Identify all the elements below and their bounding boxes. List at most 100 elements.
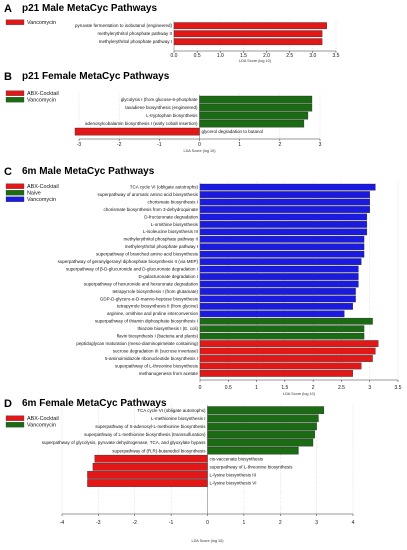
bar	[199, 288, 356, 295]
x-tick-label: 1.5	[281, 385, 288, 391]
bar-label: superpathway of hexuronide and hexuronat…	[84, 281, 199, 286]
bar	[199, 347, 376, 355]
bar-label: tetrapyrrole biosynthesis II (from glyci…	[117, 304, 199, 309]
x-tick-label: 0	[199, 385, 202, 391]
bar-label: glycerol degradation to butanol	[202, 129, 264, 134]
bar-label: chorismate biosynthesis from 3-dehydroqu…	[103, 207, 198, 212]
bar-label: 5-aminoimidazole ribonucleotide biosynth…	[105, 356, 198, 361]
x-tick-label: 3	[319, 142, 322, 148]
legend-entry: Vancomycin	[27, 197, 56, 203]
bar-label: TCA cycle VI (obligate autotrophs)	[137, 408, 206, 413]
bar-label: superpathway of thiamin diphosphate bios…	[95, 319, 198, 324]
bar-label: pyruvate fermentation to isobutanol (eng…	[75, 23, 173, 28]
bar	[199, 250, 365, 258]
bar-label: superpathway of geranylgeranyl diphospha…	[58, 259, 199, 264]
panel-letter: C	[4, 166, 12, 178]
x-axis-label: LDA Score (log 10)	[239, 59, 272, 63]
x-tick-label: 1.5	[240, 53, 247, 59]
legend-entry: Vancomycin	[27, 20, 56, 26]
bar	[199, 317, 373, 325]
x-tick-label: 0.0	[171, 53, 178, 59]
x-tick-label: 1.0	[217, 53, 224, 59]
legend-entry: ABX-Cocktail	[27, 184, 59, 190]
bar	[87, 471, 208, 479]
legend-swatch	[5, 190, 25, 196]
bar	[199, 103, 313, 112]
bar	[94, 454, 208, 463]
bar	[199, 280, 359, 288]
legend-swatch	[5, 19, 25, 25]
panel-title: p21 Male MetaCyc Pathways	[22, 3, 157, 14]
x-tick-label: -1	[157, 142, 162, 148]
x-axis-label: LDA Score (log 10)	[191, 539, 224, 543]
bar-label: superpathway of L-threonine biosynthesis	[115, 363, 199, 368]
bar-label: glycolysis I (from glucose-6-phosphate	[121, 97, 198, 102]
x-tick-label: 2	[279, 520, 282, 526]
bar-label: superpathway of branched amino acid bios…	[96, 252, 199, 257]
bar	[199, 258, 362, 265]
bar-label: flavin biosynthesis I (bacteria and plan…	[117, 334, 199, 339]
bar	[92, 463, 208, 471]
bar	[199, 310, 345, 318]
bar-label: L-lysine biosynthesis VI	[210, 481, 257, 486]
x-tick-label: 3	[315, 520, 318, 526]
bar-label: L-lysine biosynthesis III	[210, 473, 257, 478]
bar-label: peptidoglycan maturation (meso-diaminopi…	[76, 341, 198, 346]
bar-label: tetrapyrrole biosynthesis I (from glutam…	[112, 289, 198, 294]
x-tick-label: 1	[242, 520, 245, 526]
bar-label: sucrose degradation III (sucrose inverta…	[113, 348, 199, 353]
x-tick-label: 2.0	[263, 53, 270, 59]
x-tick-label: -1	[169, 520, 174, 526]
x-tick-label: -3	[96, 520, 101, 526]
legend-entry: Vancomycin	[27, 98, 56, 104]
legend-swatch	[5, 422, 25, 428]
bar-label: TCA cycle VI (obligate autotrophs)	[130, 185, 199, 190]
bar	[199, 206, 370, 213]
x-tick-label: 0.5	[194, 53, 201, 59]
legend-swatch	[5, 196, 25, 202]
legend-entry: Vancomycin	[27, 423, 56, 429]
panel-c: C 6m Male MetaCyc Pathways ABX-CocktailNai…	[4, 166, 402, 396]
bar	[207, 446, 299, 455]
panel-title: 6m Female MetaCyc Pathways	[22, 398, 167, 409]
legend-entry: Naive	[27, 191, 41, 197]
bar-label: superpathway of aromatic amino acid bios…	[97, 192, 198, 197]
bar	[199, 243, 365, 251]
bar-label: taxadiene biosynthesis (engineered)	[125, 105, 198, 110]
bar	[199, 235, 365, 243]
bar-label: L-ornithine biosynthesis	[151, 222, 199, 227]
bar-label: thiazole biosynthesis I (E. coli)	[137, 326, 198, 331]
x-tick-label: 1	[255, 385, 258, 391]
legend-swatch	[5, 90, 25, 96]
bar	[173, 38, 323, 46]
x-axis-label: LDA Score (log 10)	[283, 392, 316, 396]
bar	[199, 325, 365, 333]
bar-label: superpathway of L-threonine biosynthesis	[210, 464, 294, 469]
bar	[74, 127, 200, 136]
bar-label: superpathway of β-D-glucuronide and D-gl…	[66, 266, 198, 271]
bar	[199, 340, 379, 347]
bar-label: D-galacturonate degradation I	[138, 274, 198, 279]
bar	[199, 355, 373, 362]
x-tick-label: 0	[198, 142, 201, 148]
bar	[199, 370, 353, 377]
bar-label: L-methionine biosynthesis I	[151, 416, 206, 421]
bar-label: methylerythritol phosphate pathway I	[99, 39, 172, 44]
bar	[199, 221, 368, 228]
bar	[199, 295, 356, 303]
bar	[207, 406, 325, 414]
bar	[199, 95, 313, 104]
bar	[199, 183, 376, 191]
x-tick-label: 0	[206, 520, 209, 526]
x-tick-label: 4	[352, 520, 355, 526]
panel-letter: A	[4, 3, 12, 15]
bar-label: cis-vaccenate biosynthesis	[210, 456, 264, 461]
panel-letter: B	[4, 71, 12, 83]
bar	[199, 213, 368, 221]
x-tick-label: -4	[60, 520, 65, 526]
bar	[199, 198, 370, 206]
x-tick-label: 3	[368, 385, 371, 391]
bar-label: methylerythritol phosphate pathway II	[123, 237, 198, 242]
bar-label: D-fructuronate degradation	[144, 214, 198, 219]
